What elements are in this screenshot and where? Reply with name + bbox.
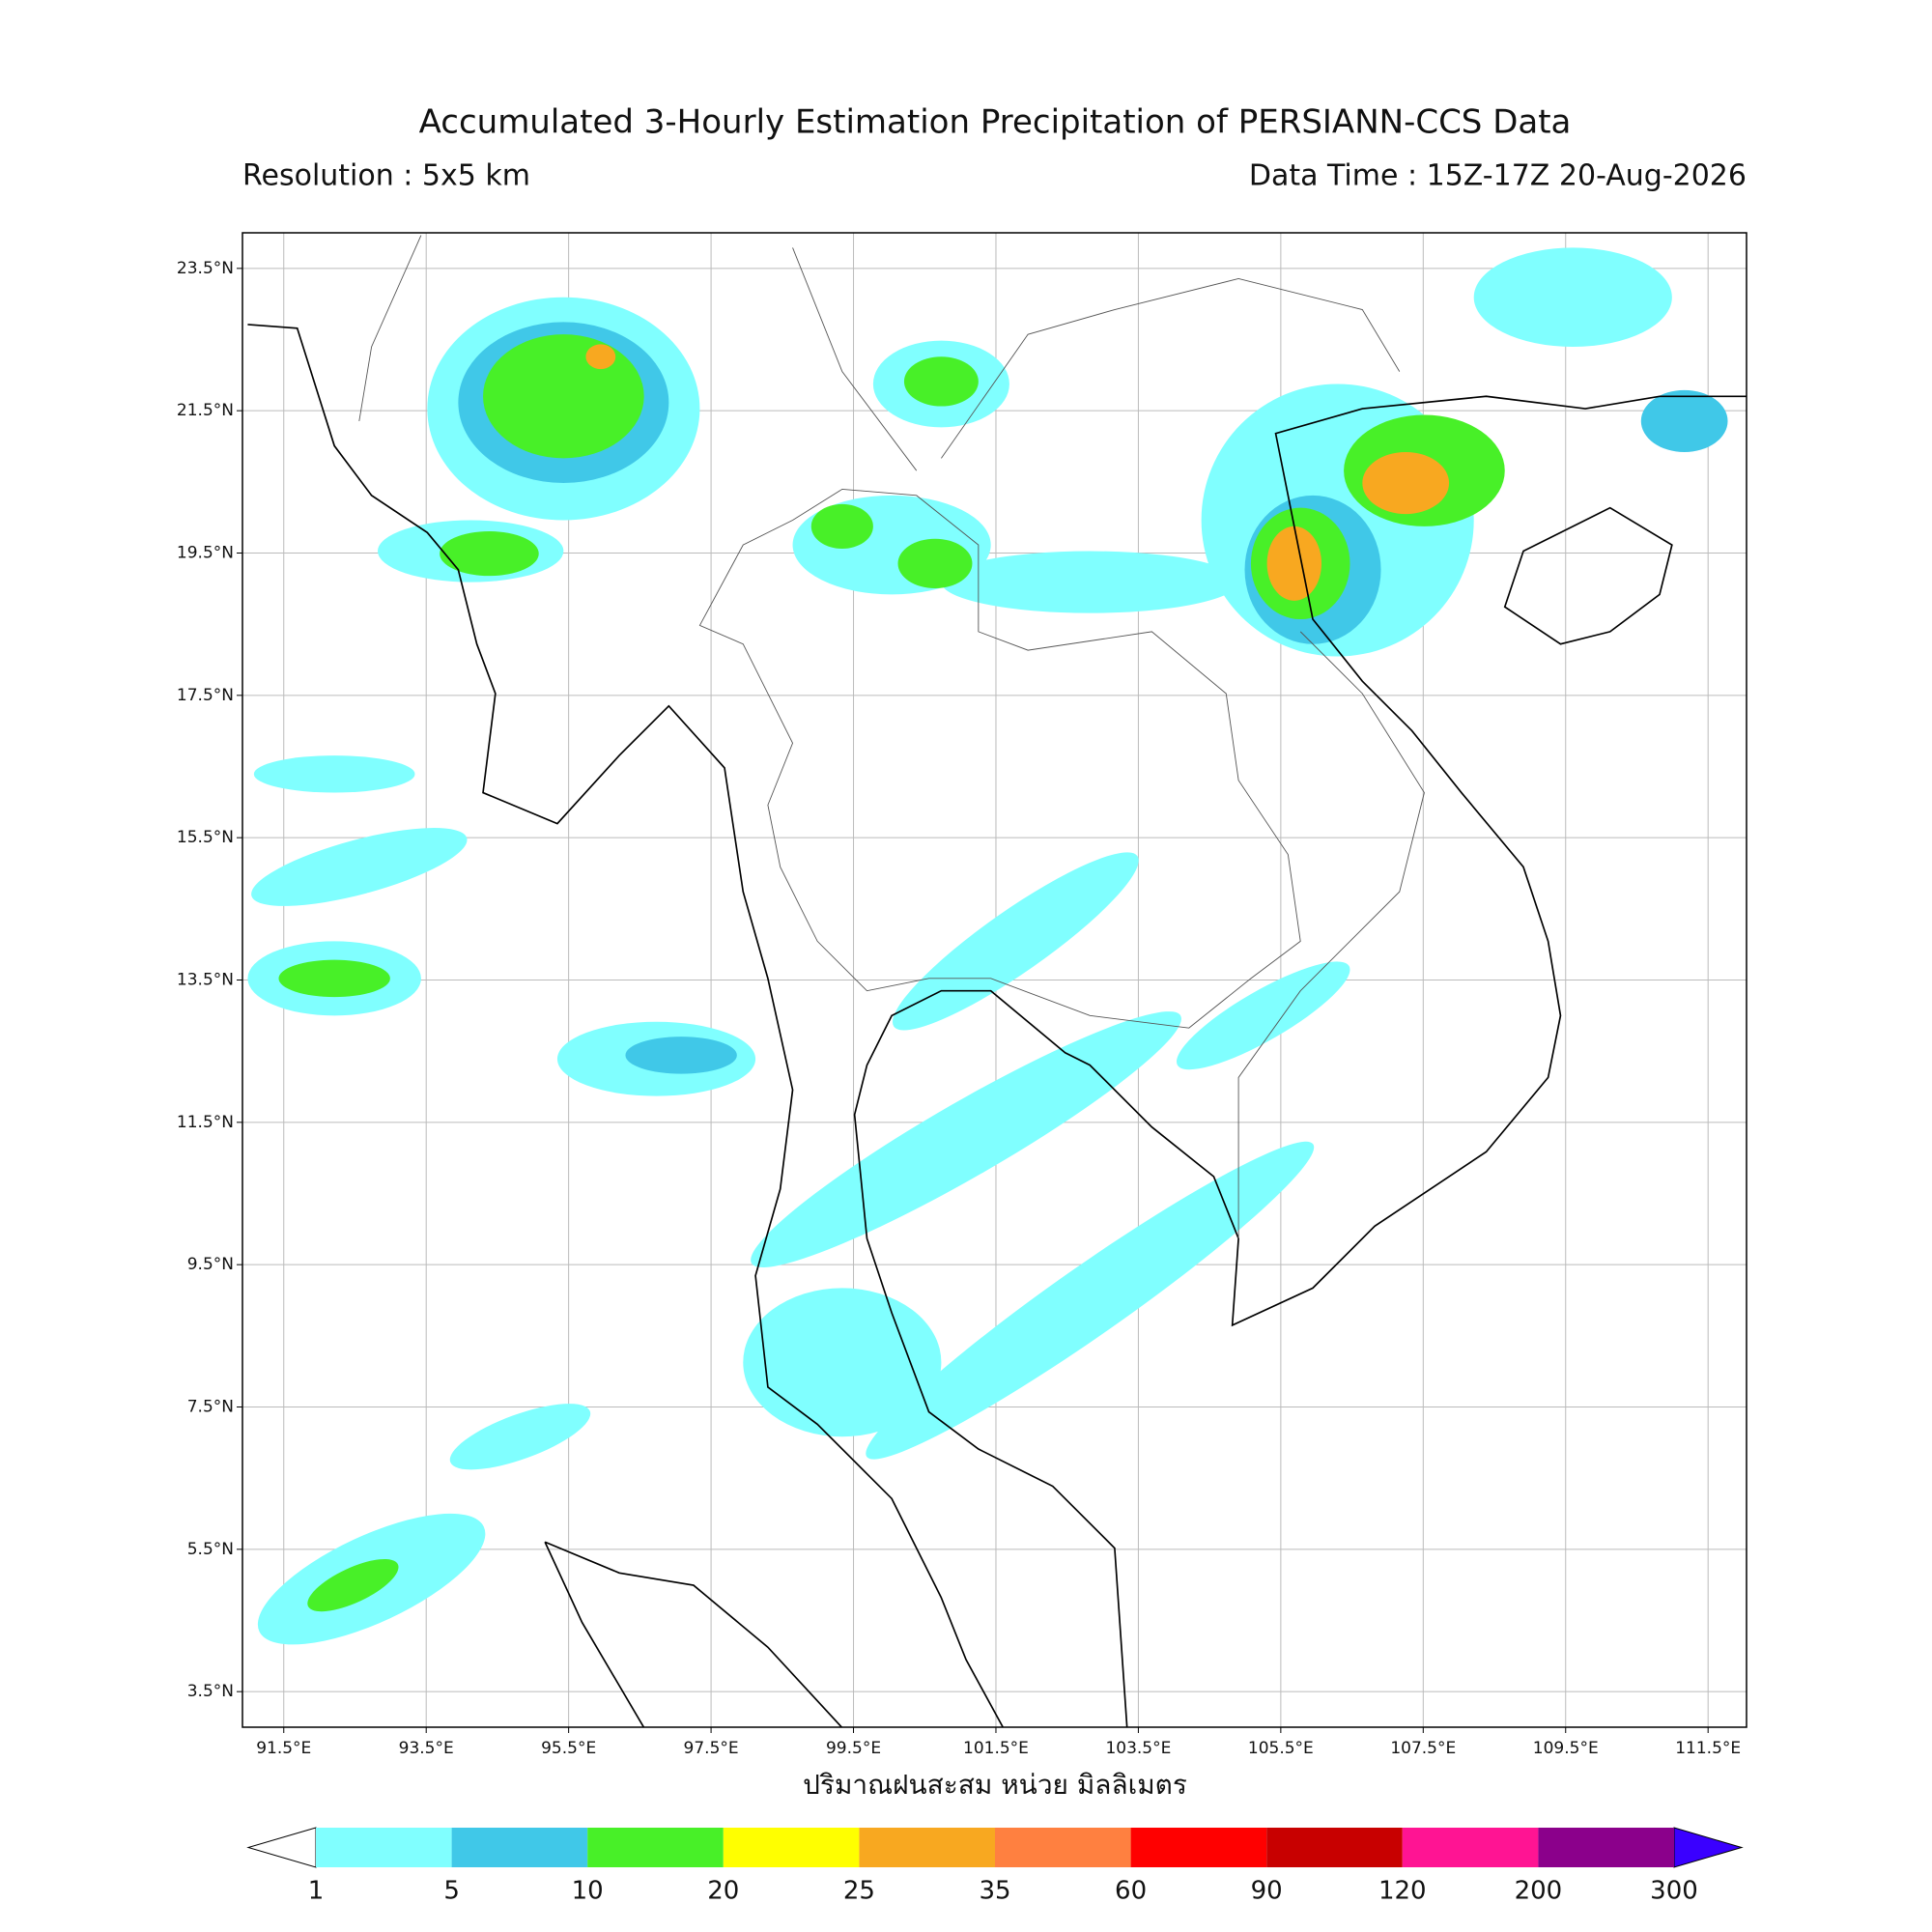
y-tick-label: 17.5°N — [177, 686, 234, 705]
title: Accumulated 3-Hourly Estimation Precipit… — [419, 103, 1572, 142]
rain-layer — [247, 247, 1728, 1645]
y-tick-label: 7.5°N — [187, 1398, 234, 1417]
y-tick-label: 19.5°N — [177, 544, 234, 563]
thailand-border — [698, 488, 1301, 1029]
colorbar-box — [587, 1828, 724, 1867]
colorbar-box — [316, 1828, 452, 1867]
colorbar-label: 25 — [843, 1877, 875, 1906]
x-tick-label: 105.5°E — [1248, 1739, 1314, 1758]
x-tick-label: 107.5°E — [1390, 1739, 1456, 1758]
data-time: Data Time : 15Z-17Z 20-Aug-2026 — [1249, 159, 1747, 193]
rain-area — [307, 1558, 399, 1612]
colorbar-under — [246, 1827, 317, 1868]
rain-area — [892, 852, 1139, 1031]
ticks: 91.5°E 93.5°E 95.5°E 97.5°E 99.5°E 101.5°E 103… — [177, 259, 1741, 1758]
coastline — [247, 324, 1005, 1727]
colorbar-over — [1673, 1827, 1744, 1868]
colorbar-box — [995, 1828, 1131, 1867]
colorbar-box — [451, 1828, 588, 1867]
y-tick-label: 9.5°N — [187, 1255, 234, 1274]
country-border — [358, 235, 1425, 1239]
y-tick-label: 15.5°N — [177, 828, 234, 847]
rain-area — [751, 1011, 1181, 1267]
coastline — [853, 395, 1747, 1727]
colorbar-box — [1130, 1828, 1267, 1867]
rain-area — [1362, 451, 1450, 515]
x-tick-label: 103.5°E — [1105, 1739, 1171, 1758]
colorbar-label: 1 — [308, 1877, 325, 1906]
x-tick-label: 97.5°E — [684, 1739, 739, 1758]
rain-area — [251, 828, 468, 906]
rain-area — [866, 1141, 1315, 1460]
map-content — [247, 235, 1747, 1727]
rain-area — [625, 1037, 737, 1074]
colorbar-label: 90 — [1251, 1877, 1283, 1906]
colorbar-box — [1402, 1828, 1539, 1867]
y-tick-label: 5.5°N — [187, 1540, 234, 1559]
coastline — [1503, 506, 1673, 645]
colorbar-box — [859, 1828, 995, 1867]
x-tick-label: 101.5°E — [963, 1739, 1029, 1758]
y-tick-label: 23.5°N — [177, 259, 234, 278]
colorbar-label: 5 — [443, 1877, 460, 1906]
coastline — [544, 1541, 843, 1727]
rain-area — [903, 356, 979, 407]
rain-area — [1640, 389, 1728, 452]
rain-area — [585, 344, 616, 370]
rain-area — [743, 1288, 942, 1437]
rain-area — [1473, 247, 1672, 347]
y-tick-label: 13.5°N — [177, 971, 234, 990]
colorbar-label: 10 — [572, 1877, 604, 1906]
rain-area — [278, 959, 390, 998]
x-axis-label: ปริมาณฝนสะสม หน่วย มิลลิเมตร — [803, 1769, 1187, 1801]
colorbar-box — [723, 1828, 860, 1867]
coastlines — [247, 235, 1747, 1727]
rain-area — [483, 334, 644, 459]
rain-area — [1266, 526, 1322, 601]
y-tick-label: 21.5°N — [177, 401, 234, 420]
colorbar-label: 35 — [979, 1877, 1010, 1906]
y-tick-label: 11.5°N — [177, 1113, 234, 1132]
x-tick-label: 99.5°E — [826, 1739, 881, 1758]
rain-area — [253, 755, 415, 793]
y-tick-label: 3.5°N — [187, 1682, 234, 1701]
colorbar-label: 20 — [707, 1877, 739, 1906]
x-tick-label: 95.5°E — [541, 1739, 596, 1758]
x-tick-label: 109.5°E — [1533, 1739, 1599, 1758]
rain-area — [440, 531, 539, 577]
colorbar-label: 200 — [1515, 1877, 1563, 1906]
colorbar-box — [1266, 1828, 1403, 1867]
x-tick-label: 91.5°E — [256, 1739, 311, 1758]
colorbar: 1 5 10 20 25 35 60 90 120 200 300 — [246, 1827, 1744, 1906]
resolution: Resolution : 5x5 km — [242, 159, 530, 193]
colorbar-label: 120 — [1378, 1877, 1427, 1906]
rain-area — [810, 503, 873, 549]
rain-area — [897, 538, 973, 588]
rain-area — [1176, 961, 1350, 1070]
rain-area — [449, 1404, 591, 1470]
x-tick-label: 111.5°E — [1675, 1739, 1741, 1758]
colorbar-label: 300 — [1650, 1877, 1698, 1906]
colorbar-label: 60 — [1115, 1877, 1147, 1906]
colorbar-box — [1538, 1828, 1674, 1867]
rain-area — [941, 551, 1239, 613]
x-tick-label: 93.5°E — [399, 1739, 454, 1758]
